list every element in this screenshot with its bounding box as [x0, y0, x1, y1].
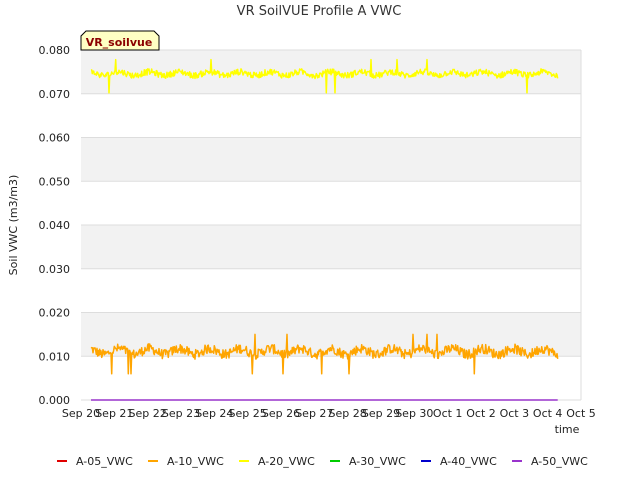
x-tick-label: Sep 27	[295, 407, 333, 420]
y-tick-label: 0.050	[39, 175, 71, 188]
y-tick-label: 0.060	[39, 132, 71, 145]
legend-label: A-40_VWC	[440, 455, 497, 468]
chart-badge-text: VR_soilvue	[86, 36, 153, 49]
x-tick-label: Oct 2	[466, 407, 496, 420]
series-layer	[90, 58, 559, 401]
legend-label: A-30_VWC	[349, 455, 406, 468]
plot-band	[81, 225, 581, 269]
legend: A-05_VWC A-10_VWC A-20_VWC A-30_VWC A-40_VWC…	[57, 455, 588, 468]
y-tick-label: 0.020	[39, 307, 71, 320]
plot-band	[81, 93, 581, 138]
x-tick-label: Sep 28	[329, 407, 367, 420]
x-tick-label: Oct 5	[566, 407, 596, 420]
y-tick-label: 0.040	[39, 219, 71, 232]
y-tick-label: 0.030	[39, 263, 71, 276]
x-tick-label: Sep 26	[262, 407, 300, 420]
x-tick-label: Sep 22	[129, 407, 167, 420]
x-tick-label: Sep 30	[395, 407, 433, 420]
plot-band	[81, 356, 581, 400]
chart-title: VR SoilVUE Profile A VWC	[237, 4, 402, 19]
y-axis: 0.000 0.010 0.020 0.030 0.040 0.050 0.060 0.070…	[39, 44, 71, 407]
y-tick-label: 0.000	[39, 394, 71, 407]
series-line	[90, 333, 559, 375]
legend-label: A-10_VWC	[167, 455, 224, 468]
legend-label: A-05_VWC	[76, 455, 133, 468]
x-axis-label: time	[555, 423, 580, 436]
x-tick-label: Oct 1	[433, 407, 463, 420]
x-tick-label: Sep 29	[362, 407, 400, 420]
x-tick-label: Sep 24	[195, 407, 233, 420]
chart-badge: VR_soilvue	[80, 30, 160, 51]
chart-badge-box	[80, 30, 160, 51]
legend-label: A-50_VWC	[531, 455, 588, 468]
y-tick-label: 0.010	[39, 350, 71, 363]
legend-label: A-20_VWC	[258, 455, 315, 468]
plot-band	[81, 137, 581, 182]
plot-band	[81, 181, 581, 225]
x-tick-label: Oct 4	[533, 407, 563, 420]
y-tick-label: 0.080	[39, 44, 71, 57]
x-tick-label: Sep 20	[62, 407, 100, 420]
x-tick-label: Sep 25	[229, 407, 267, 420]
plot-band	[81, 268, 581, 313]
y-axis-label: Soil VWC (m3/m3)	[7, 175, 20, 276]
y-tick-label: 0.070	[39, 88, 71, 101]
x-tick-label: Sep 23	[162, 407, 200, 420]
plot-background	[81, 50, 581, 400]
x-tick-label: Sep 21	[95, 407, 133, 420]
series-line	[90, 58, 559, 94]
x-tick-label: Oct 3	[500, 407, 530, 420]
